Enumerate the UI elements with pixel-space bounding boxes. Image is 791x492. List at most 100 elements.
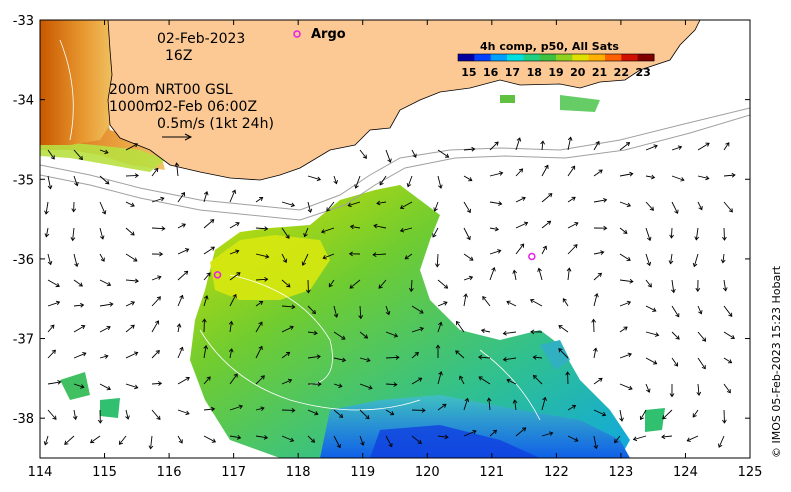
sst-contour [59,39,74,141]
current-vector-head [705,142,710,147]
current-vector [514,400,517,411]
current-vector [304,227,309,237]
y-tick-label: -34 [13,94,34,109]
current-vector-head [412,153,417,158]
current-vector-head [178,439,183,444]
current-vector-head [174,162,180,167]
current-vector [619,353,632,359]
current-vector-head [368,385,373,390]
current-vector [281,279,291,288]
current-vector [281,379,292,385]
current-vector [506,379,517,385]
current-vector-head [468,275,474,281]
current-vector [515,137,521,151]
current-vector-head [264,226,269,232]
current-vector-head [358,315,364,320]
current-vector-head [78,282,83,287]
current-vector [593,409,606,416]
current-vector-head [571,404,577,409]
current-vector-head [238,404,243,410]
current-vector [645,279,652,288]
plot-frame [39,19,751,459]
current-vector-head [726,389,731,394]
current-vector [73,352,86,359]
current-vector [692,409,699,418]
current-vector-head [316,176,322,182]
current-vector-head [179,294,184,300]
current-vector-head [418,377,423,382]
coldest-patch [370,425,540,458]
current-vector-head [307,208,313,213]
current-vector [538,268,543,281]
current-vector-head [492,429,498,434]
current-vector [229,405,243,411]
current-vector [619,142,630,151]
current-vector [718,435,725,448]
current-vector-head [320,229,326,234]
colorbar-swatch [621,54,639,61]
current-vector [307,305,316,314]
current-vector [47,301,60,307]
current-vector-head [695,287,701,292]
current-vector-head [574,222,579,227]
current-vector-head [47,260,53,266]
current-vector-head [674,362,679,367]
current-vector [255,375,265,385]
current-vector-head [444,434,449,440]
current-vector [593,199,607,203]
current-vector [693,253,699,267]
current-vector-head [702,337,707,342]
current-vector-head [466,235,471,241]
current-vector-head [696,391,702,396]
current-vector [349,279,361,289]
current-vector [478,376,491,385]
depth-label-1000m: 1000m [109,99,158,115]
current-vector-head [134,384,139,390]
current-vector [281,305,295,308]
current-vector [72,227,75,241]
current-vector [151,276,161,281]
current-vector-head [471,146,476,152]
x-tick-label: 116 [157,465,182,480]
current-vector-head [57,379,62,385]
current-vector-head [347,202,352,208]
colorbar-tick-label: 15 [461,66,476,79]
current-vector [333,357,346,361]
current-vector-head [646,261,652,267]
current-vector [177,324,181,333]
current-vector [541,220,551,229]
current-vector-head [675,313,680,318]
current-vector [177,295,184,307]
current-vector-head [443,301,448,306]
current-vector-head [499,171,504,176]
current-vector-head [722,419,727,424]
current-vector-head [491,267,496,272]
current-vector-head [506,300,511,305]
current-vector [697,142,710,151]
depth-contour-1000m [40,114,750,221]
current-vector-head [478,354,483,360]
current-vector-head [417,439,422,444]
current-vector-head [722,287,728,292]
argo-floats [213,252,536,279]
current-vector [723,279,727,291]
current-vector-head [378,284,383,289]
current-vector [645,383,650,393]
current-vector [376,201,387,204]
current-vector [463,227,471,240]
current-vector-head [459,375,464,380]
colorbar-swatch [490,54,508,61]
current-vector [463,148,475,151]
x-tick-label: 114 [28,465,53,480]
current-vector-head [74,262,79,268]
current-vector-head [156,415,161,421]
current-vector-head [236,272,241,277]
sst-speck [560,95,600,112]
warm-eddy-patch [210,235,330,300]
current-vector [333,409,343,418]
current-vector-head [629,278,634,284]
current-vector-head [80,302,85,308]
current-vector [456,321,465,333]
current-vector [723,174,735,177]
current-vector [645,145,658,151]
